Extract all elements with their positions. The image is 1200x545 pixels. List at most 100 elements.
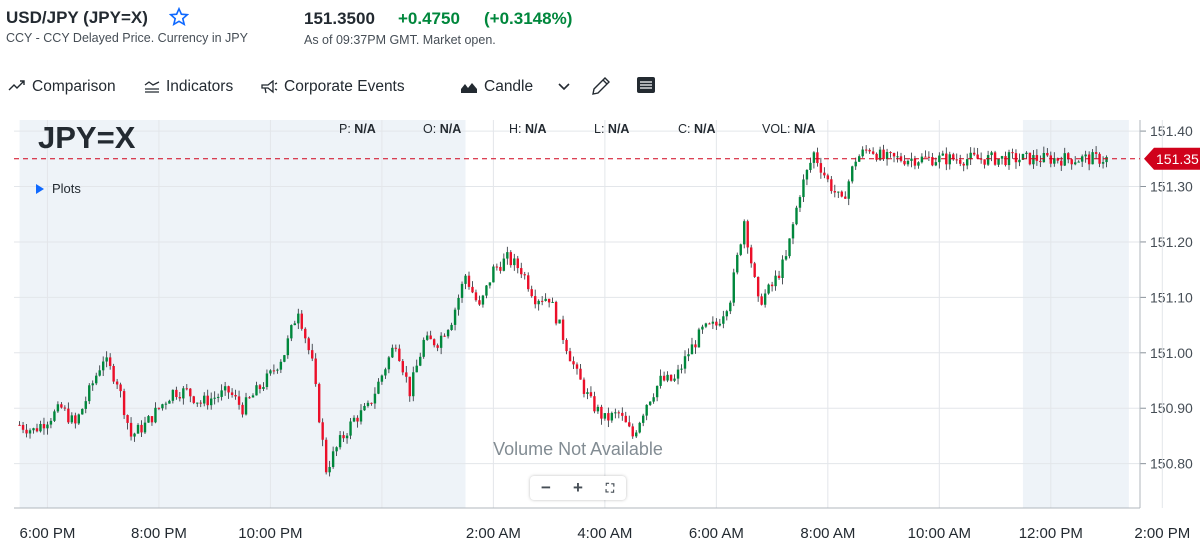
candle-body	[561, 319, 565, 340]
candle-body	[607, 413, 610, 421]
y-tick-label: 151.20	[1150, 234, 1193, 250]
indicators-button[interactable]: Indicators	[144, 78, 233, 96]
x-tick-label: 8:00 PM	[131, 525, 187, 542]
candle-body	[844, 196, 847, 199]
candle-body	[983, 159, 986, 165]
candle-body	[88, 385, 91, 402]
candle-body	[220, 390, 223, 397]
zoom-in-button[interactable]: +	[573, 478, 583, 497]
zoom-out-button[interactable]: −	[541, 478, 551, 497]
candle-body	[652, 397, 655, 402]
candle-body	[903, 160, 906, 165]
comparison-button[interactable]: Comparison	[8, 78, 116, 96]
quote-subtitle: CCY - CCY Delayed Price. Currency in JPY	[6, 31, 248, 45]
candle-body	[1087, 154, 1091, 165]
candle-body	[927, 156, 931, 158]
candle-body	[819, 163, 823, 173]
candle-body	[460, 283, 464, 298]
pencil-icon	[592, 77, 610, 95]
candle-body	[586, 392, 589, 394]
ohlc-previous: P: N/A	[339, 122, 376, 136]
comparison-label: Comparison	[32, 78, 116, 95]
candle-body	[1067, 153, 1070, 160]
candle-body	[115, 381, 119, 385]
star-icon[interactable]	[169, 7, 189, 27]
chart-type-select[interactable]: Candle	[460, 78, 571, 96]
candle-body	[49, 420, 53, 425]
candle-body	[1049, 155, 1053, 164]
candle-body	[948, 154, 951, 165]
price-chart[interactable]: 151.40 151.30 151.20 151.10 151.00 150.90 150.…	[0, 118, 1200, 545]
candle-body	[617, 412, 621, 414]
candle-body	[753, 263, 756, 277]
candle-body	[533, 296, 537, 305]
candle-body	[53, 411, 56, 421]
candle-body	[791, 224, 795, 239]
c-value: N/A	[693, 122, 716, 136]
fit-screen-button[interactable]: ⛶	[605, 480, 615, 495]
candle-body	[589, 392, 593, 397]
candle-body	[680, 368, 683, 370]
l-label: L:	[594, 122, 605, 136]
candle-body	[662, 375, 666, 381]
vol-label: VOL:	[762, 122, 791, 136]
candle-body	[746, 221, 749, 248]
candle-body	[857, 156, 861, 162]
candle-body	[809, 162, 812, 171]
candle-body	[432, 339, 436, 346]
candle-body	[453, 309, 457, 325]
candle-body	[150, 416, 154, 423]
candle-body	[276, 369, 279, 371]
y-tick-label: 150.80	[1150, 456, 1193, 472]
candle-body	[767, 284, 770, 294]
candle-body	[481, 295, 485, 305]
y-tick-label: 151.00	[1150, 345, 1193, 361]
candle-body	[84, 401, 87, 409]
candle-body	[763, 293, 767, 305]
candle-body	[889, 152, 892, 154]
x-tick-label: 10:00 AM	[908, 525, 971, 542]
candle-body	[262, 386, 265, 389]
candle-body	[338, 435, 342, 448]
candle-body	[311, 350, 314, 359]
candle-body	[784, 256, 788, 260]
candle-body	[540, 300, 544, 302]
candle-body	[324, 439, 328, 473]
settings-button[interactable]	[636, 76, 656, 94]
candle-body	[168, 400, 171, 404]
candle-body	[98, 370, 101, 376]
plots-toggle[interactable]: Plots	[36, 181, 81, 196]
candle-body	[885, 152, 889, 160]
candle-body	[641, 415, 645, 423]
p-value: N/A	[354, 122, 376, 136]
candle-body	[1080, 156, 1084, 162]
candle-body	[600, 406, 603, 419]
candle-body	[628, 422, 631, 427]
h-value: N/A	[524, 122, 547, 136]
o-value: N/A	[439, 122, 462, 136]
candle-body	[502, 258, 506, 271]
candle-body	[687, 354, 690, 357]
x-tick-label: 2:00 PM	[1134, 525, 1190, 542]
candle-body	[70, 415, 74, 423]
candle-body	[854, 161, 857, 167]
candle-body	[422, 339, 425, 357]
candle-body	[614, 412, 617, 414]
candle-body	[1098, 153, 1101, 164]
corporate-events-button[interactable]: Corporate Events	[260, 78, 405, 96]
candle-body	[18, 424, 21, 426]
candle-body	[739, 244, 742, 255]
x-tick-label: 12:00 PM	[1019, 525, 1083, 542]
candle-body	[1091, 152, 1094, 165]
candle-body	[471, 286, 474, 293]
candle-body	[1032, 155, 1035, 165]
candle-body	[1060, 160, 1063, 166]
corporate-events-label: Corporate Events	[284, 78, 405, 95]
candle-body	[551, 301, 554, 303]
candle-body	[321, 422, 324, 440]
candle-body	[307, 338, 310, 351]
candle-body	[398, 348, 401, 362]
quote-header: USD/JPY (JPY=X) CCY - CCY Delayed Price.…	[0, 0, 1200, 60]
draw-button[interactable]	[590, 75, 612, 97]
chart-toolbar: Comparison Indicators Corporate Events C…	[0, 72, 1200, 104]
